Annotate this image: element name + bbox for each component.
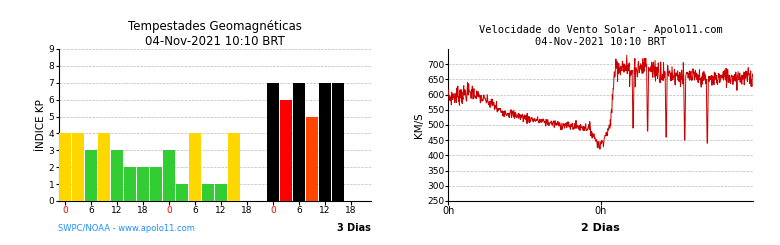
Y-axis label: KM/S: KM/S xyxy=(414,112,424,138)
Bar xyxy=(112,150,122,201)
Bar xyxy=(332,83,344,201)
Bar xyxy=(151,167,161,201)
Bar xyxy=(190,133,200,201)
Bar xyxy=(85,150,97,201)
Bar xyxy=(137,167,149,201)
Bar xyxy=(280,100,292,201)
Bar xyxy=(163,150,175,201)
Y-axis label: ÍNDICE KP: ÍNDICE KP xyxy=(36,99,46,151)
Title: Velocidade do Vento Solar - Apolo11.com
04-Nov-2021 10:10 BRT: Velocidade do Vento Solar - Apolo11.com … xyxy=(479,25,722,47)
Bar xyxy=(293,83,305,201)
Bar xyxy=(215,184,227,201)
Bar xyxy=(268,83,278,201)
Text: SWPC/NOAA - www.apolo11.com: SWPC/NOAA - www.apolo11.com xyxy=(58,224,195,233)
Bar xyxy=(229,133,239,201)
Bar xyxy=(59,133,71,201)
Text: 3 Dias: 3 Dias xyxy=(337,223,370,233)
Bar xyxy=(307,117,317,201)
Title: Tempestades Geomagnéticas
04-Nov-2021 10:10 BRT: Tempestades Geomagnéticas 04-Nov-2021 10… xyxy=(128,20,301,48)
Bar xyxy=(176,184,188,201)
Bar xyxy=(73,133,83,201)
Bar xyxy=(202,184,214,201)
Bar xyxy=(319,83,331,201)
Text: 2 Dias: 2 Dias xyxy=(581,223,620,233)
Bar xyxy=(98,133,110,201)
Bar xyxy=(124,167,136,201)
